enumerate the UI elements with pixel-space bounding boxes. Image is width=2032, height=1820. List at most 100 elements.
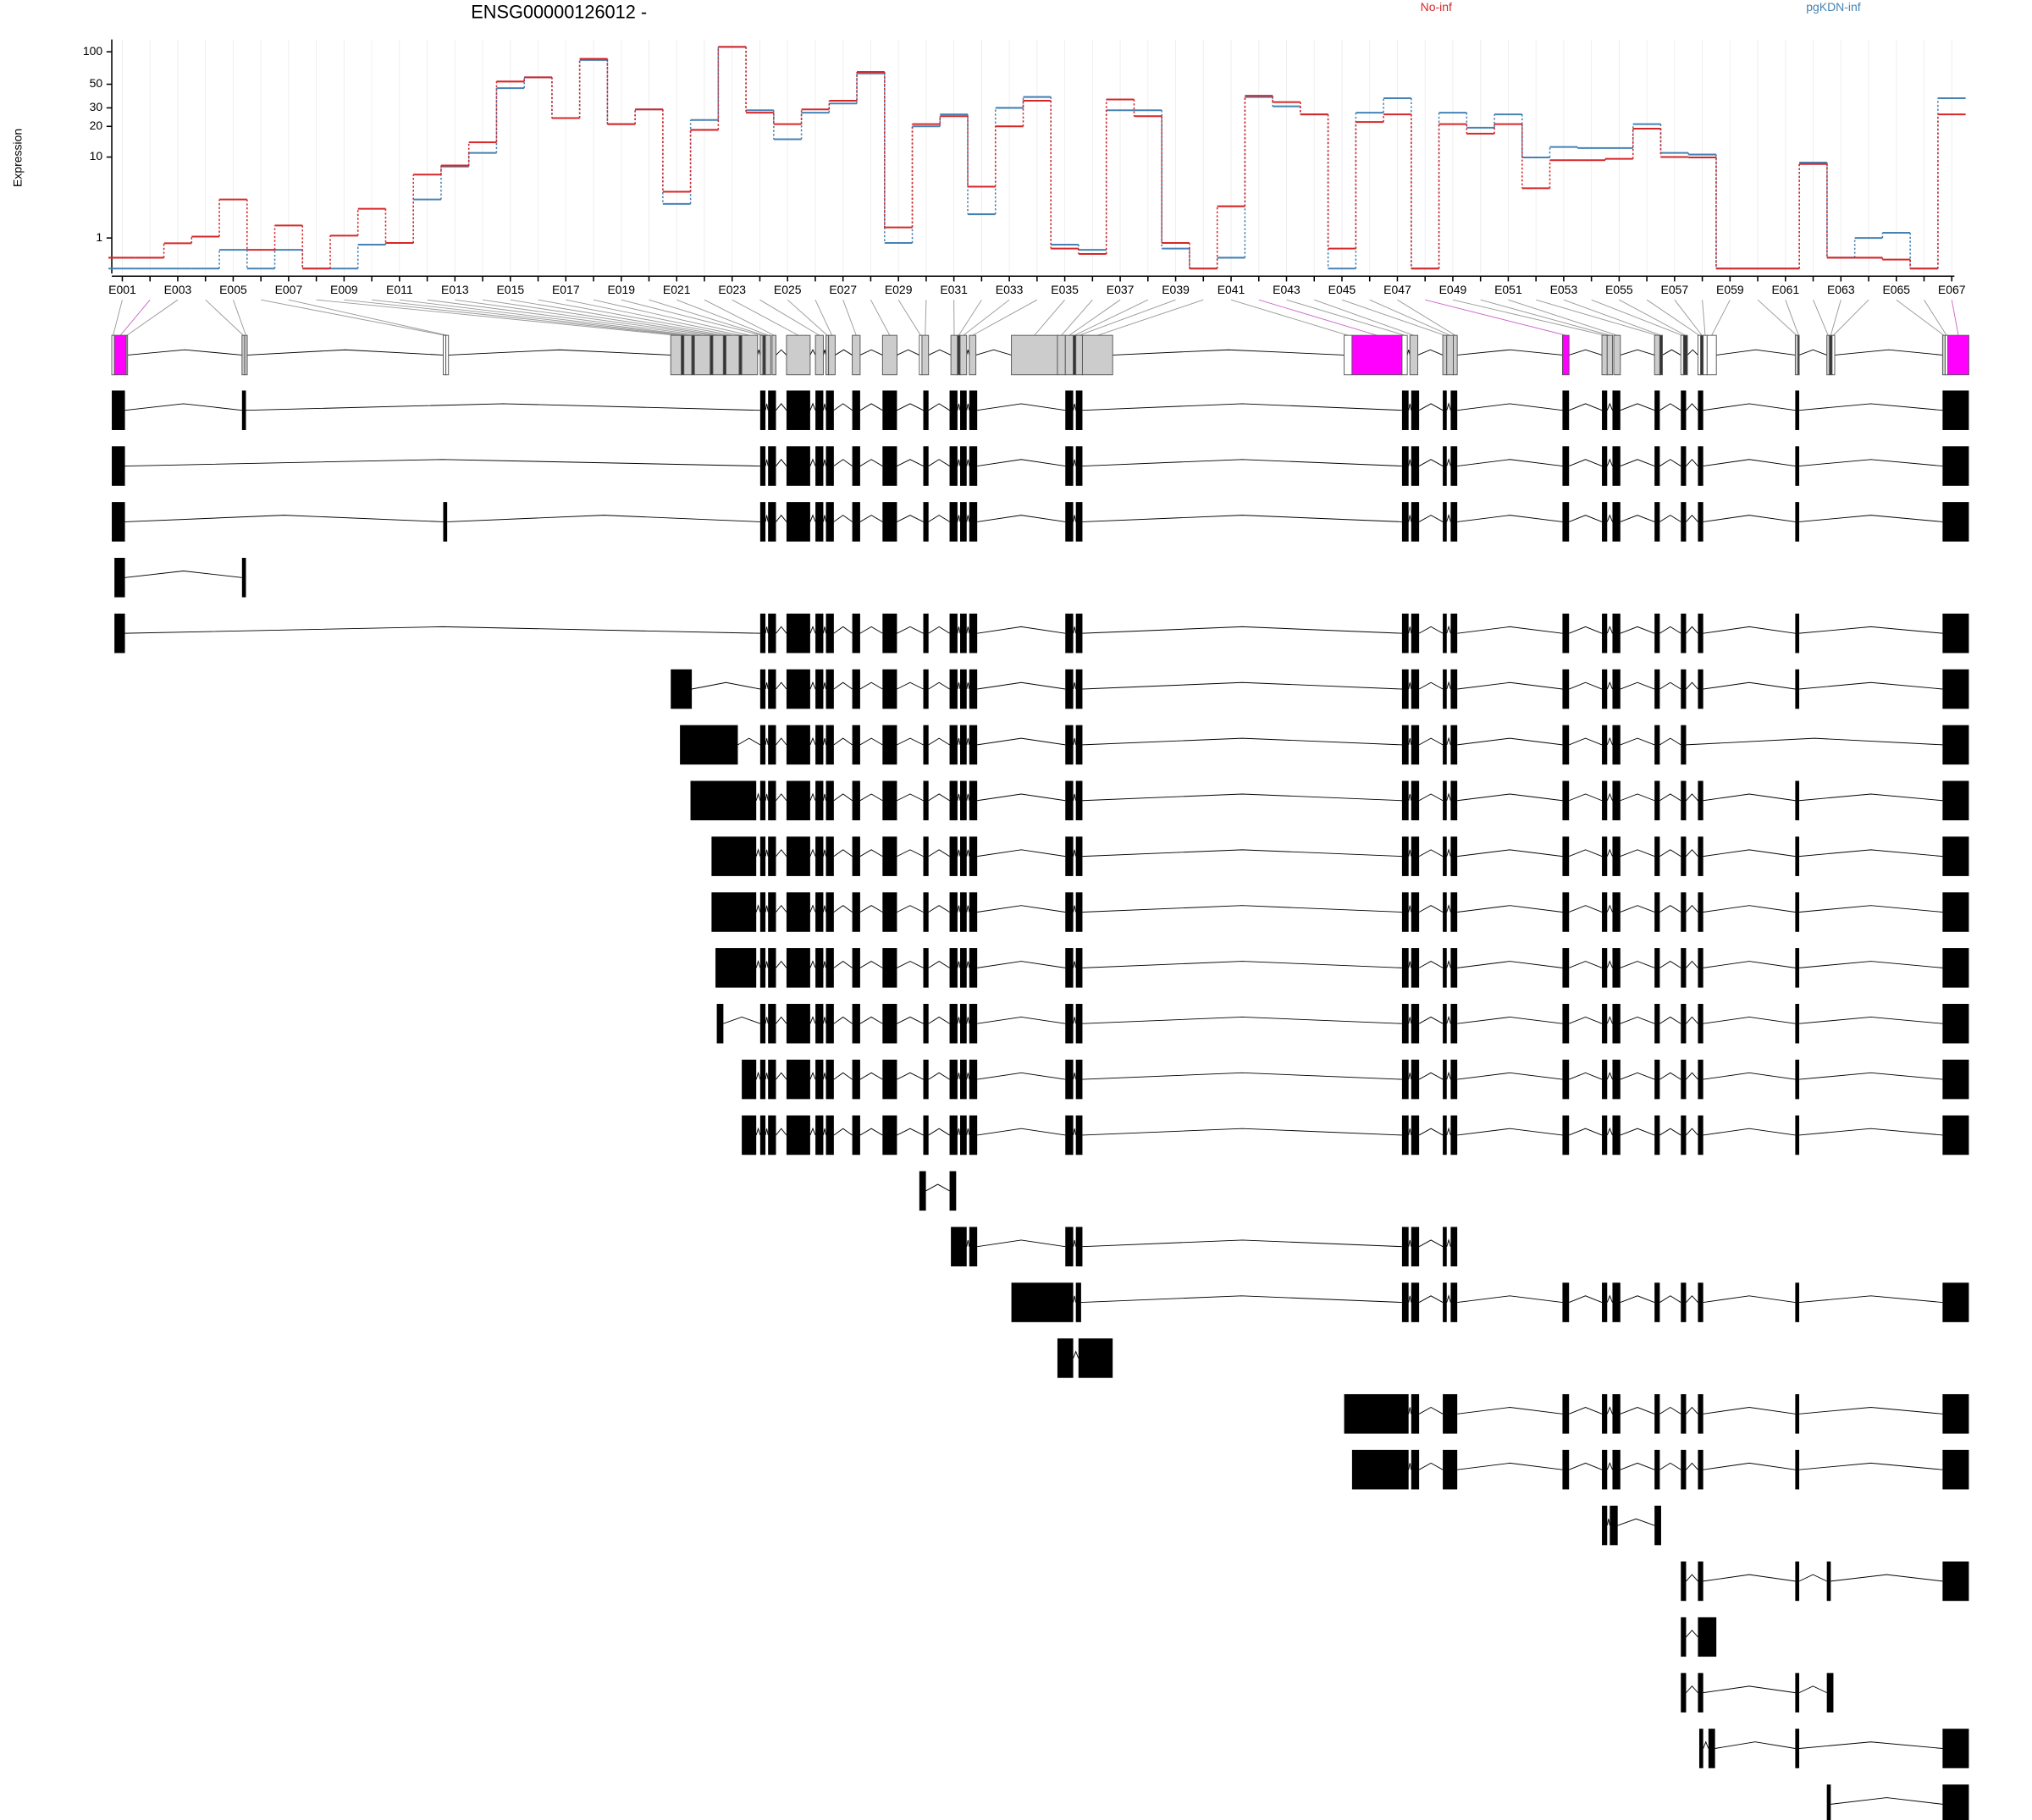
intron	[1408, 961, 1412, 968]
transcript-exon	[1795, 1115, 1800, 1155]
intron	[246, 403, 760, 411]
transcript-exon	[715, 948, 757, 988]
model-exon	[957, 334, 961, 376]
intron	[1617, 1518, 1655, 1526]
model-exon	[741, 334, 759, 376]
intron	[977, 626, 1066, 634]
intron	[1569, 515, 1603, 522]
intron	[809, 1127, 816, 1136]
intron	[1457, 1407, 1563, 1415]
transcript-exon	[768, 446, 776, 486]
intron	[859, 349, 883, 356]
intron	[809, 626, 816, 634]
transcript-exon	[959, 1003, 967, 1044]
intron	[859, 1128, 883, 1136]
model-exon	[1606, 334, 1613, 376]
transcript-exon	[1401, 1003, 1409, 1044]
transcript-exon	[919, 1171, 926, 1211]
intron	[1703, 626, 1796, 634]
x-tick-label: E039	[1162, 283, 1190, 296]
intron	[1073, 682, 1077, 690]
transcript-exon	[949, 892, 958, 932]
intron	[1799, 849, 1943, 858]
transcript-exon	[815, 780, 824, 821]
transcript-exon	[815, 502, 824, 542]
transcript-exon	[969, 390, 978, 430]
transcript-exon	[1654, 948, 1660, 988]
x-tick-label: E013	[441, 283, 469, 296]
transcript-exon	[1075, 892, 1083, 932]
transcript-exon	[882, 725, 897, 765]
exon-connector	[1074, 299, 1149, 336]
intron	[928, 1016, 950, 1024]
transcript-exon	[1411, 1115, 1420, 1155]
intron	[966, 849, 970, 857]
transcript-exon	[1411, 669, 1420, 709]
x-tick-label: E019	[607, 283, 635, 296]
exon-connector	[1341, 299, 1445, 336]
intron	[124, 571, 242, 578]
transcript-exon	[1411, 836, 1420, 876]
intron	[755, 792, 761, 801]
intron	[1418, 737, 1444, 746]
transcript-exon	[1075, 1227, 1083, 1266]
model-exon	[1446, 334, 1454, 376]
transcript-exon	[1602, 1449, 1608, 1490]
model-exon	[111, 334, 115, 376]
intron	[1418, 793, 1444, 802]
transcript-exon	[1450, 948, 1458, 988]
intron	[1569, 905, 1603, 913]
intron	[1659, 1128, 1681, 1136]
intron	[1799, 1462, 1943, 1470]
x-tick-label: E043	[1273, 283, 1300, 296]
transcript-exon	[1602, 892, 1608, 932]
intron	[897, 737, 924, 746]
exon-connector	[1397, 299, 1456, 336]
transcript-exon	[969, 725, 978, 765]
intron	[1606, 1519, 1610, 1526]
intron	[776, 514, 787, 522]
intron	[1703, 1072, 1796, 1080]
transcript-exon	[826, 948, 834, 988]
transcript-exon	[1443, 1227, 1447, 1266]
intron	[1569, 1407, 1603, 1415]
intron	[833, 793, 853, 802]
intron	[859, 849, 883, 858]
transcript-exon	[1654, 1059, 1660, 1100]
transcript-exon	[1411, 948, 1420, 988]
transcript-exon	[1411, 892, 1420, 932]
transcript-exon	[969, 446, 978, 486]
exon-connector	[399, 299, 693, 336]
intron	[1446, 736, 1451, 746]
x-tick-label: E017	[552, 283, 580, 296]
model-exon	[445, 334, 450, 376]
intron	[776, 403, 787, 411]
transcript-exon	[1612, 1449, 1621, 1490]
transcript-exon	[768, 948, 776, 988]
intron	[1082, 1016, 1402, 1024]
transcript-exon	[1681, 780, 1687, 821]
transcript-exon	[1681, 446, 1687, 486]
intron	[1799, 1072, 1943, 1080]
exon-connector	[759, 299, 820, 336]
x-tick-label: E027	[829, 283, 857, 296]
intron	[822, 350, 826, 356]
intron	[1659, 1295, 1681, 1303]
x-tick-label: E035	[1051, 283, 1079, 296]
transcript-exon	[1654, 725, 1660, 765]
exon-connector	[1813, 300, 1829, 336]
transcript-exon	[1075, 446, 1083, 486]
intron	[1659, 1406, 1681, 1415]
intron	[833, 626, 853, 634]
transcript-exon	[1698, 1617, 1717, 1657]
transcript-exon	[1411, 390, 1420, 430]
model-exon	[1826, 334, 1830, 376]
exon-connector	[1452, 299, 1605, 336]
transcript-exon	[826, 892, 834, 932]
intron	[977, 1072, 1066, 1080]
transcript-exon	[759, 390, 766, 430]
intron	[809, 514, 816, 522]
intron	[1703, 1128, 1796, 1136]
transcript-exon	[1411, 1059, 1420, 1100]
transcript-exon	[768, 669, 776, 709]
